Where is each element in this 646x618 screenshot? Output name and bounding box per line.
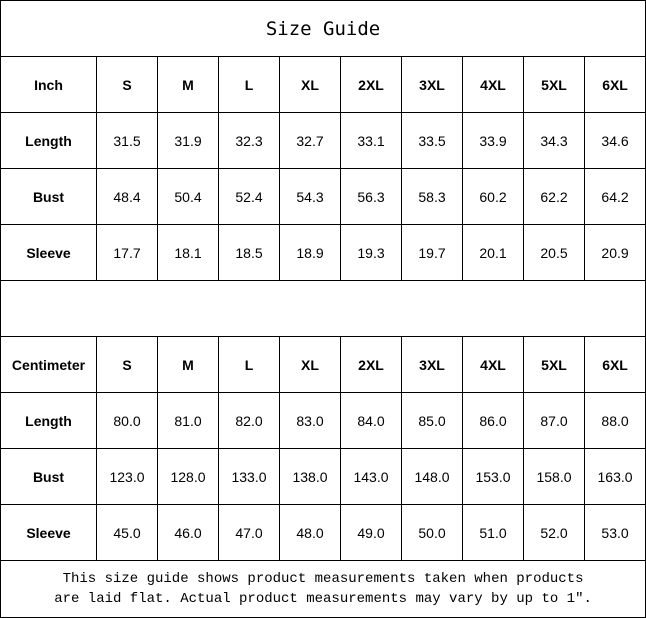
size-header-xl: XL <box>279 336 341 393</box>
measurement-cell: 80.0 <box>96 392 158 449</box>
measurement-cell: 86.0 <box>462 392 524 449</box>
measurement-cell: 20.1 <box>462 224 524 281</box>
measurement-cell: 32.3 <box>218 112 280 169</box>
unit-label: Centimeter <box>0 336 97 393</box>
table-row: Length 31.5 31.9 32.3 32.7 33.1 33.5 33.9 34.3 34… <box>0 112 646 169</box>
size-header-m: M <box>157 336 219 393</box>
size-header-6xl: 6XL <box>583 336 646 393</box>
note-line-1: This size guide shows product measuremen… <box>62 571 584 587</box>
measurement-cell: 83.0 <box>279 392 341 449</box>
measurement-cell: 60.2 <box>462 168 524 225</box>
measurement-cell: 49.0 <box>340 504 402 561</box>
measurement-cell: 138.0 <box>279 448 341 505</box>
measurement-cell: 18.1 <box>157 224 219 281</box>
measurement-cell: 56.3 <box>340 168 402 225</box>
measurement-cell: 82.0 <box>218 392 280 449</box>
size-header-xl: XL <box>279 56 341 113</box>
measurement-cell: 53.0 <box>583 504 646 561</box>
row-label-bust: Bust <box>0 168 97 225</box>
size-guide-title: Size Guide <box>0 0 646 57</box>
size-header-2xl: 2XL <box>340 336 402 393</box>
measurement-cell: 158.0 <box>523 448 585 505</box>
size-header-m: M <box>157 56 219 113</box>
measurement-cell: 34.3 <box>523 112 585 169</box>
measurement-cell: 31.5 <box>96 112 158 169</box>
size-header-3xl: 3XL <box>401 56 463 113</box>
measurement-cell: 48.4 <box>96 168 158 225</box>
size-header-4xl: 4XL <box>462 56 524 113</box>
measurement-cell: 52.4 <box>218 168 280 225</box>
size-header-3xl: 3XL <box>401 336 463 393</box>
measurement-cell: 33.1 <box>340 112 402 169</box>
measurement-cell: 81.0 <box>157 392 219 449</box>
measurement-cell: 62.2 <box>523 168 585 225</box>
measurement-cell: 33.5 <box>401 112 463 169</box>
size-header-4xl: 4XL <box>462 336 524 393</box>
measurement-cell: 47.0 <box>218 504 280 561</box>
measurement-cell: 18.9 <box>279 224 341 281</box>
table-row: Sleeve 45.0 46.0 47.0 48.0 49.0 50.0 51.0 52.0 53… <box>0 504 646 561</box>
size-header-l: L <box>218 56 280 113</box>
section-divider <box>0 280 646 337</box>
unit-label: Inch <box>0 56 97 113</box>
measurement-cell: 84.0 <box>340 392 402 449</box>
measurement-cell: 85.0 <box>401 392 463 449</box>
size-header-5xl: 5XL <box>523 336 585 393</box>
table-row: Sleeve 17.7 18.1 18.5 18.9 19.3 19.7 20.1 20.5 20… <box>0 224 646 281</box>
cm-header-row: Centimeter S M L XL 2XL 3XL 4XL 5XL 6XL <box>0 336 646 393</box>
measurement-cell: 163.0 <box>583 448 646 505</box>
measurement-cell: 51.0 <box>462 504 524 561</box>
table-row: Length 80.0 81.0 82.0 83.0 84.0 85.0 86.0 87.0 88… <box>0 392 646 449</box>
note-line-2: are laid flat. Actual product measuremen… <box>54 591 592 607</box>
row-label-bust: Bust <box>0 448 97 505</box>
measurement-cell: 33.9 <box>462 112 524 169</box>
measurement-cell: 153.0 <box>462 448 524 505</box>
measurement-cell: 148.0 <box>401 448 463 505</box>
measurement-cell: 143.0 <box>340 448 402 505</box>
measurement-cell: 52.0 <box>523 504 585 561</box>
measurement-cell: 128.0 <box>157 448 219 505</box>
measurement-cell: 20.5 <box>523 224 585 281</box>
measurement-cell: 87.0 <box>523 392 585 449</box>
measurement-cell: 31.9 <box>157 112 219 169</box>
measurement-cell: 18.5 <box>218 224 280 281</box>
size-header-s: S <box>96 56 158 113</box>
measurement-cell: 58.3 <box>401 168 463 225</box>
size-header-l: L <box>218 336 280 393</box>
measurement-cell: 32.7 <box>279 112 341 169</box>
measurement-cell: 50.4 <box>157 168 219 225</box>
row-label-length: Length <box>0 112 97 169</box>
measurement-cell: 19.7 <box>401 224 463 281</box>
measurement-cell: 50.0 <box>401 504 463 561</box>
measurement-cell: 45.0 <box>96 504 158 561</box>
measurement-cell: 64.2 <box>583 168 646 225</box>
size-header-5xl: 5XL <box>523 56 585 113</box>
row-label-sleeve: Sleeve <box>0 504 97 561</box>
table-row: Bust 123.0 128.0 133.0 138.0 143.0 148.0 153.0 1… <box>0 448 646 505</box>
measurement-cell: 88.0 <box>583 392 646 449</box>
size-header-6xl: 6XL <box>583 56 646 113</box>
row-label-length: Length <box>0 392 97 449</box>
row-label-sleeve: Sleeve <box>0 224 97 281</box>
measurement-cell: 48.0 <box>279 504 341 561</box>
measurement-cell: 133.0 <box>218 448 280 505</box>
size-header-2xl: 2XL <box>340 56 402 113</box>
table-row: Bust 48.4 50.4 52.4 54.3 56.3 58.3 60.2 62.2 64.2 <box>0 168 646 225</box>
measurement-cell: 19.3 <box>340 224 402 281</box>
measurement-note: This size guide shows product measuremen… <box>0 560 646 618</box>
measurement-cell: 54.3 <box>279 168 341 225</box>
inch-header-row: Inch S M L XL 2XL 3XL 4XL 5XL 6XL <box>0 56 646 113</box>
measurement-cell: 17.7 <box>96 224 158 281</box>
measurement-cell: 20.9 <box>583 224 646 281</box>
measurement-cell: 34.6 <box>583 112 646 169</box>
measurement-cell: 123.0 <box>96 448 158 505</box>
size-header-s: S <box>96 336 158 393</box>
measurement-cell: 46.0 <box>157 504 219 561</box>
